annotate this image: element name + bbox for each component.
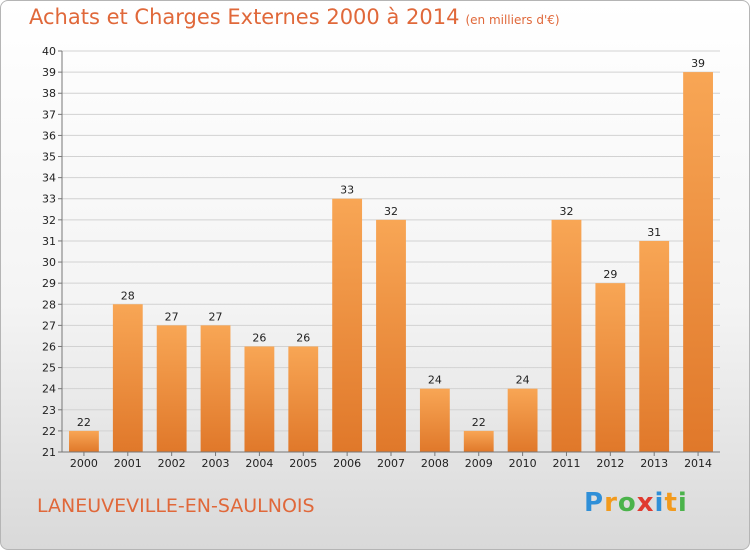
commune-name: LANEUVEVILLE-EN-SAULNOIS (37, 495, 315, 517)
y-tick-label: 32 (42, 214, 56, 227)
bar-2011 (551, 219, 582, 452)
bar-2012 (595, 283, 626, 452)
y-tick-label: 21 (42, 446, 56, 459)
data-label-2003: 27 (209, 310, 223, 323)
data-label-2004: 26 (252, 331, 266, 344)
x-tick-label-2012: 2012 (596, 457, 624, 470)
y-tick-label: 39 (42, 66, 56, 79)
data-label-2009: 22 (472, 416, 486, 429)
x-tick-label-2007: 2007 (377, 457, 405, 470)
bar-2001 (112, 304, 143, 452)
y-tick-label: 34 (42, 172, 56, 185)
x-tick-label-2014: 2014 (684, 457, 712, 470)
y-tick-label: 33 (42, 193, 56, 206)
logo-letter: x (636, 488, 655, 518)
bar-2014 (683, 72, 713, 453)
logo-letter: i (677, 488, 688, 518)
data-label-2008: 24 (428, 374, 442, 387)
x-tick-label-2000: 2000 (70, 457, 98, 470)
x-tick-label-2001: 2001 (114, 457, 142, 470)
x-tick-label-2009: 2009 (465, 457, 493, 470)
axes: 21 22 23 24 25 26 27 28 29 30 31 32 33 34 35 36 37 38 39 40… (42, 45, 720, 470)
y-tick-label: 38 (42, 87, 56, 100)
data-label-2001: 28 (121, 289, 135, 302)
bar-2004 (244, 346, 275, 452)
logo-letter: i (654, 488, 665, 518)
y-tick-label: 29 (42, 277, 56, 290)
x-tick-label-2002: 2002 (158, 457, 186, 470)
bar-2000 (69, 430, 99, 452)
x-tick-label-2003: 2003 (202, 457, 230, 470)
data-label-2005: 26 (296, 331, 310, 344)
bar-2009 (463, 430, 494, 452)
bar-2002 (156, 325, 187, 452)
logo-letter: r (604, 488, 618, 518)
y-tick-label: 40 (42, 45, 56, 58)
x-tick-label-2006: 2006 (333, 457, 361, 470)
bar-2013 (639, 240, 670, 452)
bars: 22 28 27 27 26 26 33 32 24 22 24 32 29 31 39 (69, 57, 713, 453)
y-tick-label: 27 (42, 319, 56, 332)
y-tick-label: 22 (42, 425, 56, 438)
y-tick-label: 35 (42, 151, 56, 164)
data-label-2002: 27 (165, 310, 179, 323)
data-label-2000: 22 (77, 416, 91, 429)
y-tick-label: 36 (42, 129, 56, 142)
chart-subtitle: (en milliers d'€) (465, 13, 560, 27)
chart-title-text: Achats et Charges Externes 2000 à 2014 (29, 5, 460, 29)
y-tick-label: 23 (42, 404, 56, 417)
bar-2006 (332, 198, 363, 452)
chart-title: Achats et Charges Externes 2000 à 2014 (e… (29, 5, 560, 29)
y-tick-label: 24 (42, 383, 56, 396)
data-label-2011: 32 (559, 205, 573, 218)
x-tick-label-2010: 2010 (509, 457, 537, 470)
proxiti-logo: Proxiti (584, 488, 688, 518)
logo-letter: P (584, 488, 605, 518)
x-tick-label-2013: 2013 (640, 457, 668, 470)
data-label-2007: 32 (384, 205, 398, 218)
x-tick-label-2011: 2011 (552, 457, 580, 470)
x-tick-label-2008: 2008 (421, 457, 449, 470)
y-tick-label: 31 (42, 235, 56, 248)
logo-letter: o (617, 488, 637, 518)
logo-letter: t (664, 488, 678, 518)
y-tick-label: 28 (42, 298, 56, 311)
bar-2007 (376, 219, 406, 452)
y-tick-label: 25 (42, 362, 56, 375)
bar-2005 (288, 346, 319, 452)
data-label-2012: 29 (603, 268, 617, 281)
y-tick-label: 26 (42, 340, 56, 353)
bar-2008 (419, 388, 450, 452)
data-label-2010: 24 (516, 374, 530, 387)
y-tick-label: 30 (42, 256, 56, 269)
x-tick-label-2005: 2005 (289, 457, 317, 470)
bar-2003 (200, 325, 231, 452)
x-tick-label-2004: 2004 (245, 457, 273, 470)
data-label-2013: 31 (647, 226, 661, 239)
y-tick-label: 37 (42, 108, 56, 121)
bar-2010 (507, 388, 538, 452)
data-label-2014: 39 (691, 57, 705, 70)
data-label-2006: 33 (340, 184, 354, 197)
